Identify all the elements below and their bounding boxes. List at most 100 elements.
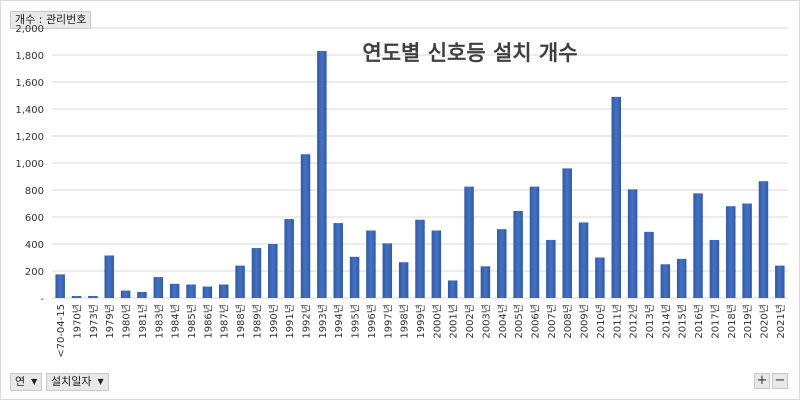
y-tick-label: 1,600 <box>15 78 44 89</box>
x-tick-label: 1981년 <box>137 304 149 339</box>
x-tick-label: 1994년 <box>333 304 345 339</box>
x-tick-label: 1997년 <box>382 304 394 339</box>
x-tick-label: 2006년 <box>529 304 541 339</box>
bar <box>578 222 589 298</box>
bar <box>447 280 458 298</box>
y-tick-label: 2,000 <box>15 24 44 35</box>
x-tick-label: 2008년 <box>562 304 574 339</box>
bar <box>153 277 164 298</box>
x-tick-label: 2020년 <box>758 304 770 339</box>
bar <box>235 265 245 298</box>
bar <box>202 286 213 298</box>
bar <box>300 154 311 298</box>
bar <box>333 223 343 298</box>
x-tick-label: 2021년 <box>775 304 787 339</box>
x-tick-label: 2003년 <box>480 304 492 339</box>
collapse-button[interactable]: − <box>772 373 788 389</box>
bar <box>415 219 425 298</box>
x-tick-label: 1990년 <box>268 304 280 339</box>
bar <box>169 283 180 298</box>
y-tick-label: 400 <box>25 240 44 251</box>
dropdown-arrow-icon: ▼ <box>31 377 38 386</box>
row-field-install-date-label: 설치일자 <box>51 375 92 388</box>
y-tick-label: 800 <box>25 186 44 197</box>
x-tick-label: 1999년 <box>415 304 427 339</box>
y-tick-label: 1,400 <box>15 105 44 116</box>
bar <box>317 50 327 299</box>
x-tick-label: 1998년 <box>399 304 411 339</box>
bar <box>758 181 769 298</box>
dropdown-arrow-icon: ▼ <box>97 377 104 386</box>
x-tick-label: 2018년 <box>726 304 738 339</box>
x-tick-label: 1980년 <box>121 304 133 339</box>
bar <box>55 274 65 298</box>
x-tick-label: 1992년 <box>301 304 313 339</box>
x-tick-label: 1985년 <box>186 304 198 339</box>
row-field-year-button[interactable]: 연 ▼ <box>10 373 43 391</box>
x-tick-label: 2000년 <box>431 304 443 339</box>
x-tick-label: 2011년 <box>611 304 623 339</box>
bar <box>480 266 491 298</box>
bar <box>431 230 442 298</box>
bar <box>251 248 262 298</box>
bar <box>88 295 98 298</box>
x-tick-label: 2004년 <box>497 304 509 339</box>
bar <box>268 244 278 298</box>
bar <box>726 206 736 298</box>
x-tick-label: 2015년 <box>677 304 689 339</box>
x-tick-label: 2019년 <box>742 304 754 339</box>
x-tick-label: 1979년 <box>104 304 116 339</box>
bar <box>513 210 523 298</box>
x-tick-label: 2001년 <box>448 304 460 339</box>
value-field-label: 개수 : 관리번호 <box>15 13 87 26</box>
bar <box>366 230 376 298</box>
bar <box>611 96 622 298</box>
y-tick-label: 200 <box>25 267 44 278</box>
x-tick-label: 1973년 <box>88 304 100 339</box>
bar <box>186 284 196 298</box>
bar <box>529 186 540 298</box>
bar <box>595 257 605 298</box>
bar <box>644 231 654 298</box>
x-tick-label: 1984년 <box>170 304 182 339</box>
y-tick-label: 1,000 <box>15 159 44 170</box>
bar <box>627 189 638 298</box>
x-tick-label: 2013년 <box>644 304 656 339</box>
bar <box>120 290 131 298</box>
chart-title: 연도별 신호등 설치 개수 <box>362 41 577 65</box>
y-tick-label: - <box>40 294 44 305</box>
value-field-button[interactable]: 개수 : 관리번호 <box>10 11 92 29</box>
x-tick-label: 1983년 <box>153 304 165 339</box>
bar <box>660 264 671 298</box>
x-tick-label: 2014년 <box>660 304 672 339</box>
bar <box>349 256 360 298</box>
x-tick-label: 2010년 <box>595 304 607 339</box>
plus-icon: + <box>756 373 768 388</box>
x-tick-label: 1970년 <box>72 304 84 339</box>
bar <box>382 243 393 298</box>
bar <box>693 193 703 298</box>
x-tick-label: <70-04-15 <box>56 304 67 358</box>
minus-icon: − <box>774 373 786 388</box>
bar <box>218 284 229 298</box>
bar <box>775 265 785 298</box>
bar <box>137 291 147 298</box>
row-field-install-date-button[interactable]: 설치일자 ▼ <box>46 373 109 391</box>
x-tick-label: 1991년 <box>284 304 296 339</box>
bar <box>546 239 556 298</box>
y-tick-label: 1,200 <box>15 132 44 143</box>
bar <box>284 219 294 298</box>
y-tick-label: 1,800 <box>15 51 44 62</box>
x-tick-label: 2012년 <box>628 304 640 339</box>
bar <box>71 295 82 298</box>
y-tick-label: 600 <box>25 213 44 224</box>
row-field-year-label: 연 <box>15 375 26 388</box>
bar <box>562 168 572 298</box>
x-tick-label: 2009년 <box>579 304 591 339</box>
x-tick-label: 2007년 <box>546 304 558 339</box>
bar <box>497 229 507 298</box>
expand-button[interactable]: + <box>754 373 770 389</box>
bar <box>398 262 409 298</box>
bar <box>742 203 752 298</box>
